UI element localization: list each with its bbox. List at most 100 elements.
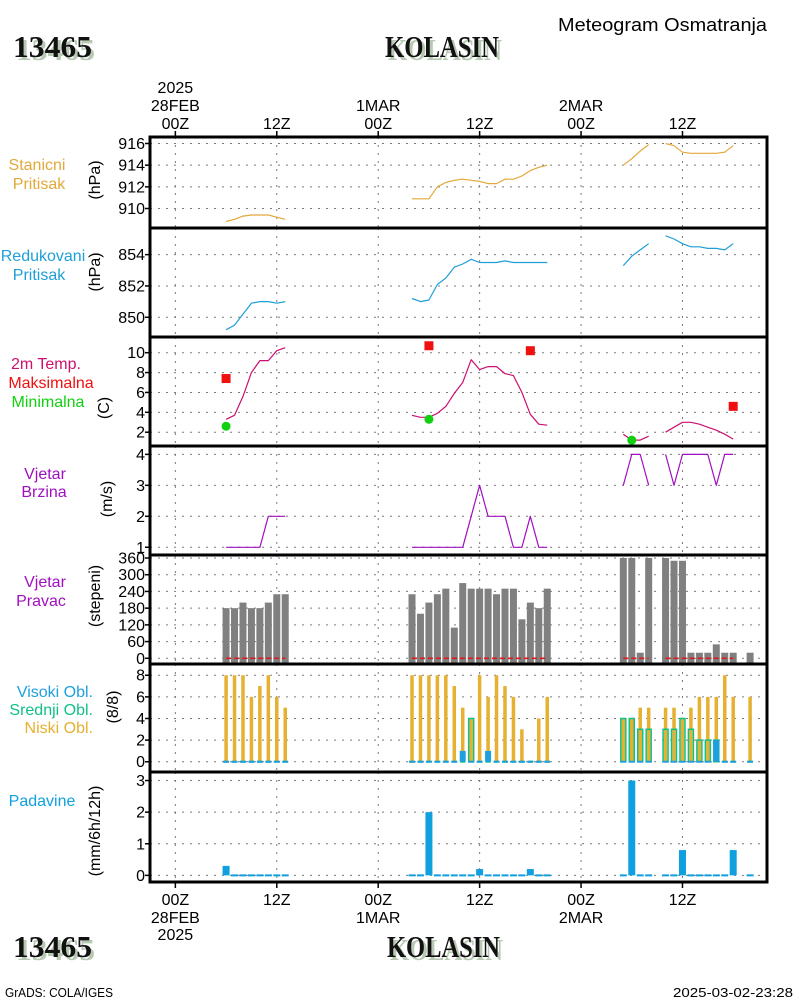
footer-station-id: 13465 bbox=[13, 929, 92, 964]
wind-direction-bar bbox=[476, 588, 484, 663]
cloud-low-bar bbox=[224, 675, 228, 762]
unit-label: (hPa) bbox=[87, 252, 104, 291]
precipitation-zero-mark bbox=[247, 874, 255, 877]
wind-direction-bar bbox=[493, 594, 501, 663]
reduced-pressure-line bbox=[411, 258, 548, 303]
cloud-low-bar bbox=[706, 696, 710, 762]
panel-label: Vjetar bbox=[24, 574, 66, 591]
precipitation-bar bbox=[678, 850, 686, 876]
wind-direction-bar bbox=[256, 608, 264, 663]
product-title: Meteogram Osmatranja bbox=[558, 15, 768, 35]
wind-speed-line bbox=[412, 484, 548, 548]
cloud-high-zero-mark bbox=[671, 760, 678, 763]
cloud-high-zero-mark bbox=[620, 760, 627, 763]
x-time-label-bottom: 00Z bbox=[364, 892, 392, 909]
wind-direction-bar bbox=[543, 588, 551, 663]
x-time-label-bottom: 00Z bbox=[162, 892, 190, 909]
wind-direction-bar bbox=[670, 560, 678, 663]
precipitation-zero-mark bbox=[501, 874, 509, 877]
cloud-high-zero-mark bbox=[265, 760, 272, 763]
cloud-low-bar bbox=[232, 675, 237, 762]
precipitation-zero-mark bbox=[518, 874, 526, 877]
precipitation-zero-mark bbox=[543, 874, 551, 877]
panel-label: Maksimalna bbox=[8, 375, 93, 392]
precipitation-zero-mark bbox=[636, 874, 644, 877]
x-date-label-bottom: 28FEB bbox=[151, 910, 200, 927]
cloud-high-zero-mark bbox=[223, 760, 230, 763]
x-date-label-top: 1MAR bbox=[356, 98, 400, 115]
precipitation-zero-mark bbox=[493, 874, 501, 877]
precipitation-zero-mark bbox=[712, 874, 720, 877]
panel-label: Srednji Obl. bbox=[9, 702, 93, 719]
cloud-low-bar bbox=[435, 675, 440, 762]
precipitation-zero-mark bbox=[442, 874, 450, 877]
cloud-high-zero-mark bbox=[231, 760, 238, 763]
cloud-high-zero-mark bbox=[544, 760, 551, 763]
temp-max-marker bbox=[221, 374, 231, 384]
wind-speed-line bbox=[226, 515, 286, 548]
cloud-low-bar bbox=[731, 696, 735, 762]
cloud-high-zero-mark bbox=[721, 760, 728, 763]
panel-label: Minimalna bbox=[12, 394, 85, 411]
precipitation-bar bbox=[476, 869, 484, 876]
y-tick-label: 4 bbox=[136, 405, 145, 422]
y-tick-label: 2 bbox=[136, 425, 145, 442]
precipitation-zero-mark bbox=[721, 874, 729, 877]
y-tick-label: 10 bbox=[127, 345, 145, 362]
y-tick-label: 850 bbox=[118, 310, 145, 327]
cloud-low-bar bbox=[410, 675, 414, 762]
y-tick-label: 6 bbox=[136, 689, 145, 706]
unit-label: (mm/6h/12h) bbox=[87, 786, 104, 877]
cloud-high-zero-mark bbox=[704, 760, 711, 763]
x-time-label-top: 12Z bbox=[466, 116, 494, 133]
station-pressure-line bbox=[412, 164, 548, 200]
wind-direction-bar bbox=[509, 588, 517, 663]
station-name-title: KOLASIN bbox=[385, 29, 499, 64]
panel-label: Niski Obl. bbox=[25, 720, 93, 737]
y-tick-label: 916 bbox=[118, 136, 145, 153]
temp-max-marker bbox=[525, 346, 535, 356]
x-time-label-bottom: 12Z bbox=[263, 892, 291, 909]
cloud-low-bar bbox=[680, 718, 685, 762]
panel-label: Pritisak bbox=[13, 267, 66, 284]
precipitation-zero-mark bbox=[670, 874, 678, 877]
precipitation-bar bbox=[729, 850, 737, 876]
precipitation-zero-mark bbox=[408, 874, 416, 877]
x-date-label-top: 2MAR bbox=[559, 98, 603, 115]
wind-direction-bar bbox=[628, 558, 636, 663]
y-tick-label: 8 bbox=[136, 668, 145, 685]
precipitation-zero-mark bbox=[416, 874, 424, 877]
precipitation-zero-mark bbox=[281, 874, 289, 877]
precipitation-bar bbox=[526, 869, 534, 876]
cloud-high-zero-mark bbox=[256, 760, 263, 763]
wind-direction-bar bbox=[662, 558, 670, 663]
x-time-label-top: 00Z bbox=[567, 116, 595, 133]
wind-direction-bar bbox=[247, 608, 255, 663]
wind-direction-bar bbox=[264, 602, 272, 663]
precipitation-zero-mark bbox=[256, 874, 264, 877]
cloud-low-bar bbox=[418, 675, 423, 762]
y-tick-label: 4 bbox=[136, 447, 145, 464]
panel-reduced-pressure: 850 852 854 Redukovani Pritisak (hPa) bbox=[1, 228, 767, 337]
reduced-pressure-line bbox=[225, 301, 286, 331]
precipitation-zero-mark bbox=[535, 874, 543, 877]
panel-station-pressure: 910 912 914 916 Stanicni Pritisak (hPa) bbox=[9, 136, 767, 228]
wind-direction-bar bbox=[535, 608, 543, 663]
temp-max-marker bbox=[424, 341, 434, 351]
precipitation-zero-mark bbox=[619, 874, 627, 877]
cloud-low-bar bbox=[275, 696, 279, 762]
wind-direction-bar bbox=[678, 560, 686, 663]
unit-label: (C) bbox=[96, 397, 113, 419]
cloud-high-zero-mark bbox=[527, 760, 534, 763]
y-tick-label: 912 bbox=[118, 179, 145, 196]
temp-2m-line bbox=[411, 359, 548, 426]
x-year-label-bottom: 2025 bbox=[158, 927, 194, 944]
precipitation-zero-mark bbox=[746, 874, 754, 877]
precipitation-bar bbox=[425, 812, 433, 876]
wind-direction-bar bbox=[433, 594, 441, 663]
unit-label: (m/s) bbox=[99, 481, 116, 517]
cloud-low-bar bbox=[537, 718, 541, 762]
y-tick-label: 0 bbox=[136, 868, 145, 885]
station-id-shadow: 13465 bbox=[16, 32, 95, 67]
cloud-high-zero-mark bbox=[468, 760, 475, 763]
